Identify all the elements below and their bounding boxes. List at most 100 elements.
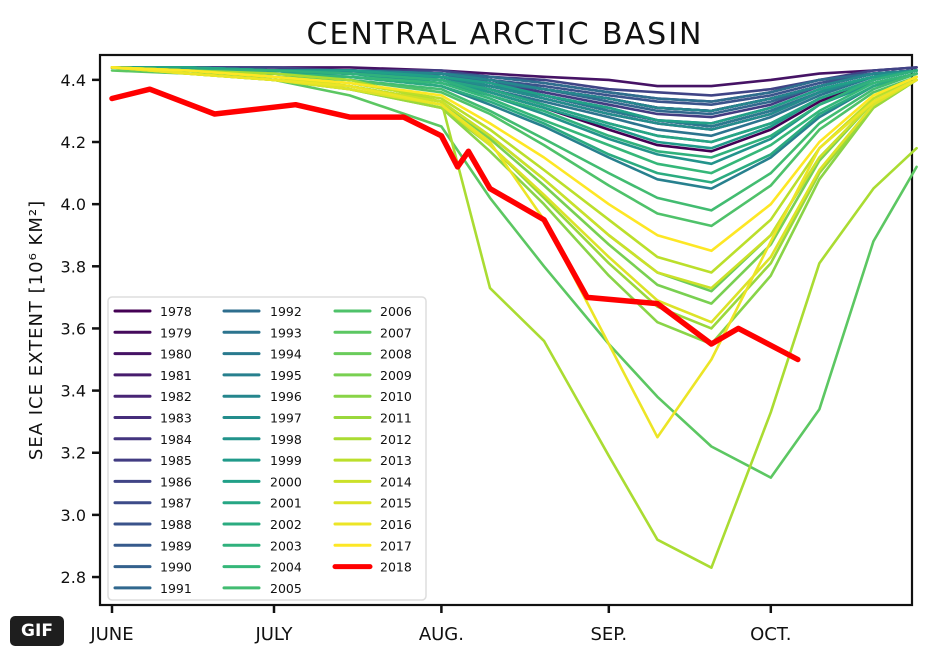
legend-label: 2010 [380,389,412,404]
legend-label: 1986 [160,474,192,489]
legend-label: 2015 [380,496,412,511]
legend-item-2009: 2009 [333,368,412,383]
y-tick-label: 3.0 [61,506,86,525]
legend-item-1981: 1981 [113,368,192,383]
legend-item-1996: 1996 [222,389,302,404]
legend-label: 1988 [160,517,192,532]
y-tick-label: 4.0 [61,195,86,214]
legend-item-2017: 2017 [333,538,412,553]
legend-item-1983: 1983 [113,411,192,426]
y-tick-label: 3.4 [61,382,86,401]
legend-label: 1987 [160,496,192,511]
legend-item-1993: 1993 [222,325,302,340]
legend: 1978 1979 1980 1981 1982 1983 1984 1985 1986 1987… [107,296,427,601]
legend-item-2005: 2005 [222,581,302,596]
legend-label: 1993 [270,325,302,340]
legend-item-1998: 1998 [222,432,302,447]
legend-label: 2006 [380,304,412,319]
legend-item-2010: 2010 [333,389,412,404]
legend-label: 1999 [270,453,302,468]
x-tick-label: SEP. [591,624,628,645]
legend-item-1987: 1987 [113,496,192,511]
legend-label: 2005 [270,581,302,596]
legend-label: 1985 [160,453,192,468]
legend-item-1978: 1978 [113,304,192,319]
x-tick-label: AUG. [419,624,464,645]
legend-item-1980: 1980 [113,347,192,362]
series-line-2012 [110,66,918,570]
legend-item-2003: 2003 [222,538,302,553]
x-tick-label: JULY [254,624,293,645]
series-line-2017 [110,66,918,253]
legend-item-2015: 2015 [333,496,412,511]
legend-box [107,296,427,601]
legend-label: 1989 [160,538,192,553]
legend-label: 1980 [160,347,192,362]
plot-frame [98,53,914,607]
legend-item-2018: 2018 [332,560,412,575]
y-tick-label: 3.8 [61,257,86,276]
legend-label: 1979 [160,325,192,340]
gif-badge[interactable]: GIF [10,616,64,646]
legend-item-2007: 2007 [333,325,412,340]
legend-label: 2003 [270,538,302,553]
legend-item-1992: 1992 [222,304,302,319]
legend-item-1990: 1990 [113,560,192,575]
legend-label: 2014 [380,474,412,489]
legend-item-1994: 1994 [222,347,302,362]
legend-item-2012: 2012 [333,432,412,447]
legend-label: 2000 [270,474,302,489]
legend-label: 1994 [270,347,302,362]
legend-label: 1982 [160,389,192,404]
legend-item-2008: 2008 [333,347,412,362]
y-tick-label: 3.2 [61,444,86,463]
legend-item-1988: 1988 [113,517,192,532]
legend-item-2014: 2014 [333,474,412,489]
legend-item-2004: 2004 [222,560,302,575]
legend-label: 2012 [380,432,412,447]
legend-label: 1996 [270,389,302,404]
legend-item-1991: 1991 [113,581,192,596]
legend-item-1982: 1982 [113,389,192,404]
x-tick-label: JUNE [89,624,133,645]
legend-item-1979: 1979 [113,325,192,340]
y-tick-label: 4.2 [61,133,86,152]
legend-label: 2002 [270,517,302,532]
series-line-2003 [110,66,918,159]
y-tick-label: 2.8 [61,568,86,587]
legend-label: 1992 [270,304,302,319]
legend-label: 2004 [270,560,302,575]
legend-label: 2007 [380,325,412,340]
legend-item-1989: 1989 [113,538,192,553]
legend-label: 1990 [160,560,192,575]
series-line-2018 [109,86,801,363]
legend-label: 1998 [270,432,302,447]
legend-label: 1984 [160,432,192,447]
legend-item-1986: 1986 [113,474,192,489]
legend-item-1985: 1985 [113,453,192,468]
legend-item-1999: 1999 [222,453,302,468]
legend-label: 1983 [160,411,192,426]
legend-label: 1981 [160,368,192,383]
legend-label: 2001 [270,496,302,511]
legend-label: 1991 [160,581,192,596]
legend-label: 1997 [270,411,302,426]
legend-item-2016: 2016 [333,517,412,532]
y-axis-label: SEA ICE EXTENT [10⁶ KM²] [26,200,47,460]
legend-item-2013: 2013 [333,453,412,468]
legend-item-2006: 2006 [333,304,412,319]
x-tick-label: OCT. [750,624,791,645]
legend-label: 2011 [380,411,412,426]
legend-item-2001: 2001 [222,496,302,511]
legend-label: 2017 [380,538,412,553]
y-tick-label: 4.4 [61,71,86,90]
legend-label: 1978 [160,304,192,319]
legend-item-2011: 2011 [333,411,412,426]
legend-item-1984: 1984 [113,432,192,447]
legend-label: 2016 [380,517,412,532]
legend-label: 2018 [380,560,412,575]
chart-title: CENTRAL ARCTIC BASIN [307,17,704,52]
legend-item-2000: 2000 [222,474,302,489]
